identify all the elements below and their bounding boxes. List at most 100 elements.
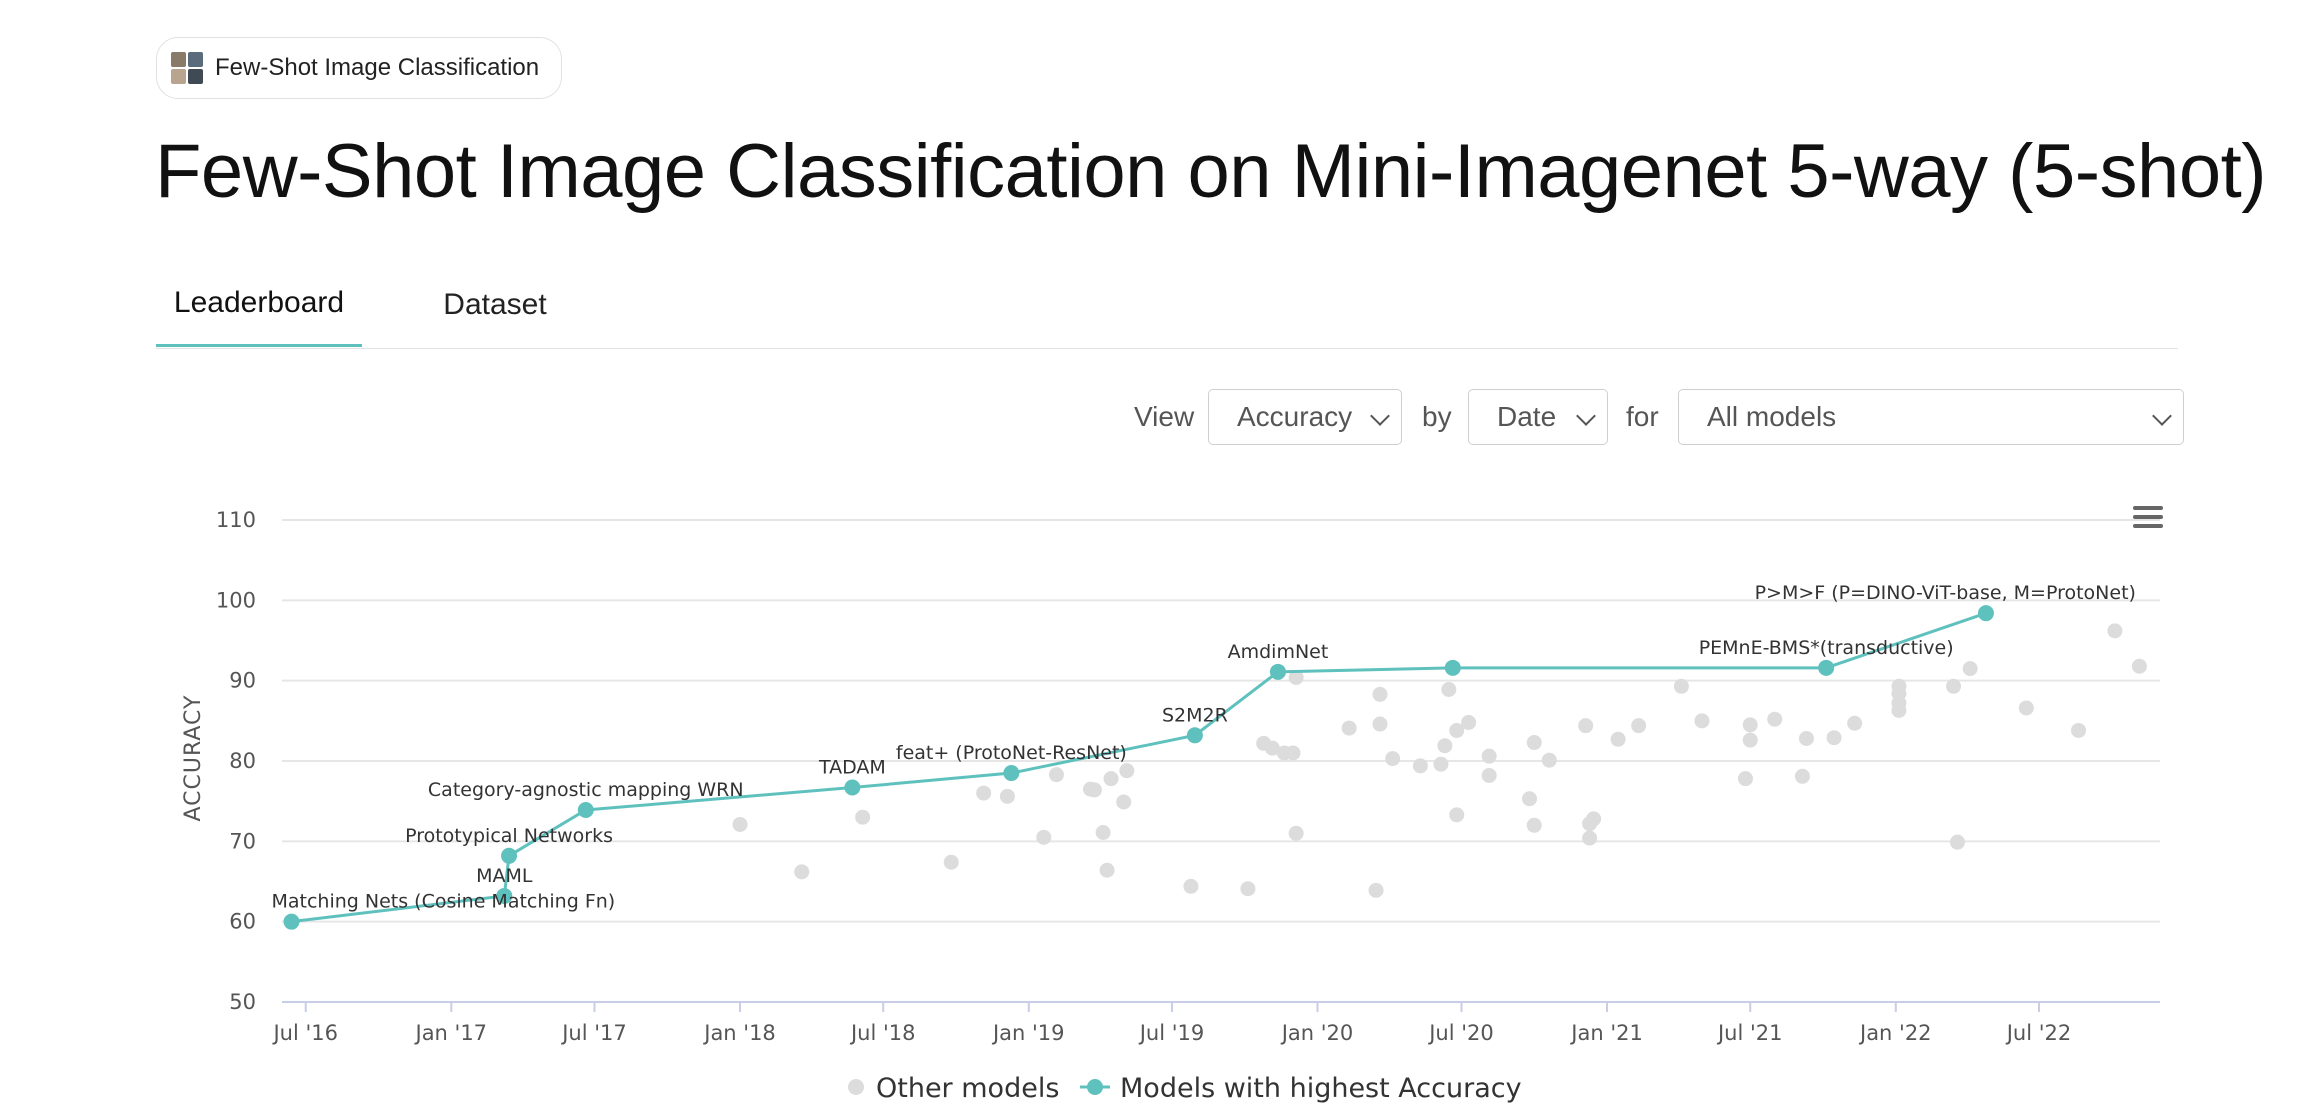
other-model-point bbox=[732, 816, 748, 832]
sota-point bbox=[577, 802, 594, 819]
other-model-point bbox=[1285, 745, 1301, 761]
other-model-point bbox=[2018, 700, 2034, 716]
point-annotation: S2M2R bbox=[1162, 704, 1228, 726]
for-label: for bbox=[1626, 401, 1659, 432]
other-model-point bbox=[1578, 718, 1594, 734]
sota-point bbox=[1186, 727, 1203, 744]
y-axis-label: ACCURACY bbox=[181, 695, 206, 822]
other-model-point bbox=[999, 788, 1015, 804]
task-thumbnail-icon bbox=[171, 52, 203, 84]
task-badge[interactable]: Few-Shot Image Classification bbox=[156, 37, 563, 99]
sota-point bbox=[1818, 659, 1835, 676]
by-label: by bbox=[1422, 401, 1452, 432]
other-model-point bbox=[1036, 829, 1052, 845]
sota-point bbox=[1269, 663, 1286, 680]
other-model-point bbox=[1103, 771, 1119, 787]
axes: 50 60 70 80 90 100 110 Jul '16 Jan '17 Jul '17 Jan… bbox=[216, 508, 2160, 1045]
x-tick-label: Jan '22 bbox=[1858, 1021, 1932, 1045]
other-model-point bbox=[1288, 669, 1304, 685]
x-axis-select[interactable]: Date bbox=[1468, 389, 1608, 445]
other-models-points bbox=[732, 623, 2147, 898]
metric-select[interactable]: Accuracy bbox=[1208, 389, 1402, 445]
chevron-down-icon bbox=[2152, 406, 2172, 426]
other-model-point bbox=[1183, 878, 1199, 894]
tab-leaderboard[interactable]: Leaderboard bbox=[156, 262, 362, 347]
other-model-point bbox=[1586, 811, 1602, 827]
y-tick-label: 50 bbox=[229, 990, 256, 1014]
sota-point bbox=[496, 887, 513, 904]
other-model-point bbox=[1449, 722, 1465, 738]
x-tick-label: Jul '20 bbox=[1427, 1021, 1494, 1045]
other-model-point bbox=[1847, 715, 1863, 731]
other-model-point bbox=[1742, 732, 1758, 748]
other-model-point bbox=[1412, 758, 1428, 774]
x-tick-label: Jul '22 bbox=[2005, 1021, 2072, 1045]
legend-other-marker bbox=[848, 1079, 864, 1095]
y-tick-label: 70 bbox=[229, 829, 256, 853]
menu-bar bbox=[2133, 506, 2163, 510]
other-model-point bbox=[1891, 702, 1907, 718]
other-model-point bbox=[976, 785, 992, 801]
view-label: View bbox=[1134, 401, 1195, 432]
other-model-point bbox=[2071, 722, 2087, 738]
sota-point bbox=[1977, 605, 1994, 622]
other-model-point bbox=[1481, 767, 1497, 783]
menu-bar bbox=[2133, 524, 2163, 528]
y-tick-label: 100 bbox=[216, 588, 256, 612]
sota-series bbox=[283, 605, 1994, 930]
other-model-point bbox=[1541, 752, 1557, 768]
other-model-point bbox=[1372, 686, 1388, 702]
other-model-point bbox=[794, 864, 810, 880]
point-annotation: Matching Nets (Cosine Matching Fn) bbox=[271, 891, 615, 913]
other-model-point bbox=[2107, 623, 2123, 639]
thumb-cell bbox=[171, 69, 186, 84]
model-filter-select[interactable]: All models bbox=[1678, 389, 2184, 445]
tab-dataset[interactable]: Dataset bbox=[443, 288, 547, 321]
metric-select-value: Accuracy bbox=[1237, 401, 1353, 432]
other-model-point bbox=[1673, 678, 1689, 694]
x-tick-label: Jul '17 bbox=[560, 1021, 627, 1045]
other-model-point bbox=[943, 854, 959, 870]
sota-point bbox=[1444, 659, 1461, 676]
x-tick-label: Jan '17 bbox=[414, 1021, 488, 1045]
other-model-point bbox=[1582, 830, 1598, 846]
other-model-point bbox=[1694, 713, 1710, 729]
x-tick-label: Jan '19 bbox=[991, 1021, 1065, 1045]
other-model-point bbox=[1099, 862, 1115, 878]
page-title: Few-Shot Image Classification on Mini-Im… bbox=[155, 129, 2267, 214]
thumb-cell bbox=[171, 52, 186, 67]
point-annotation: TADAM bbox=[818, 757, 886, 779]
other-model-point bbox=[1095, 824, 1111, 840]
tab-bar: Leaderboard Dataset bbox=[156, 262, 2178, 349]
model-filter-select-value: All models bbox=[1707, 401, 1837, 432]
other-model-point bbox=[1372, 716, 1388, 732]
sota-line bbox=[291, 611, 1987, 924]
other-model-point bbox=[1610, 731, 1626, 747]
other-model-point bbox=[1385, 751, 1401, 767]
other-model-point bbox=[1526, 817, 1542, 833]
other-model-point bbox=[1481, 748, 1497, 764]
y-tick-label: 80 bbox=[229, 749, 256, 773]
legend: Other models Models with highest Accurac… bbox=[848, 1073, 1522, 1104]
legend-item-other[interactable]: Other models bbox=[848, 1073, 1059, 1104]
grid-lines bbox=[282, 519, 2160, 923]
y-tick-label: 60 bbox=[229, 910, 256, 934]
thumb-cell bbox=[188, 69, 203, 84]
point-annotation: feat+ (ProtoNet-ResNet) bbox=[896, 742, 1127, 764]
other-model-point bbox=[855, 809, 871, 825]
other-model-point bbox=[1794, 768, 1810, 784]
other-model-point bbox=[1341, 720, 1357, 736]
hamburger-menu-icon[interactable] bbox=[2133, 506, 2163, 528]
other-model-point bbox=[1522, 791, 1538, 807]
chevron-down-icon bbox=[1370, 406, 1390, 426]
other-model-point bbox=[2131, 658, 2147, 674]
y-tick-label: 90 bbox=[229, 669, 256, 693]
sota-point bbox=[501, 847, 518, 864]
legend-item-sota[interactable]: Models with highest Accuracy bbox=[1080, 1073, 1522, 1104]
chart-controls: View Accuracy by Date for All models bbox=[0, 389, 2308, 445]
point-annotation: P>M>F (P=DINO-ViT-base, M=ProtoNet) bbox=[1755, 582, 2136, 604]
x-tick-label: Jul '16 bbox=[271, 1021, 338, 1045]
x-tick-label: Jan '18 bbox=[702, 1021, 776, 1045]
sota-point bbox=[1003, 765, 1020, 782]
x-tick-label: Jul '21 bbox=[1716, 1021, 1783, 1045]
